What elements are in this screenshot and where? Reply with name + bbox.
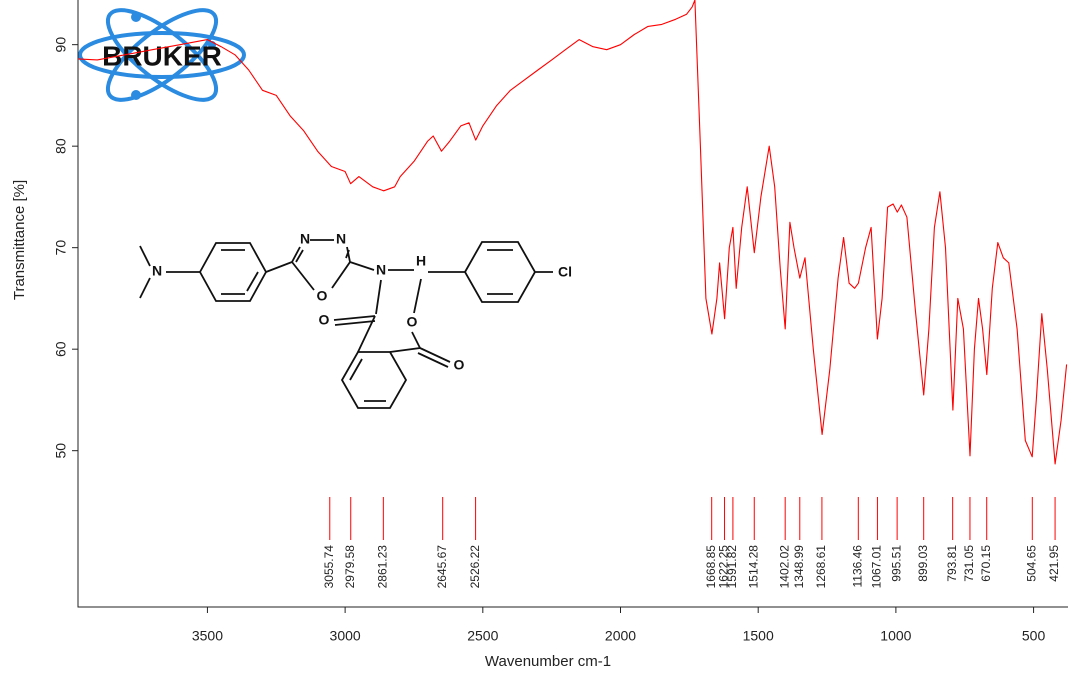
y-axis-label: Transmittance [%] — [11, 180, 28, 300]
peak-label: 2861.23 — [376, 545, 390, 589]
peak-label: 421.95 — [1047, 545, 1061, 582]
atom-label: O — [319, 312, 330, 328]
peak-label: 670.15 — [979, 545, 993, 582]
atom-label: H — [416, 253, 426, 269]
logo: BRUKER — [78, 8, 246, 102]
atom-label: O — [407, 314, 418, 330]
x-tick-label: 2000 — [605, 628, 636, 644]
atom-label: N — [376, 262, 386, 278]
logo-orbit — [105, 8, 219, 102]
peak-label: 1668.85 — [704, 545, 718, 589]
y-tick-label: 50 — [53, 443, 69, 459]
peak-label: 1348.99 — [792, 545, 806, 589]
peak-label: 1067.01 — [870, 545, 884, 589]
peak-label: 1514.28 — [746, 545, 760, 589]
oxadiazole — [265, 239, 375, 291]
atom-label: N — [300, 231, 310, 247]
x-axis-label: Wavenumber cm-1 — [485, 653, 611, 670]
atom-label: N — [336, 231, 346, 247]
atom-label: O — [454, 357, 465, 373]
logo-dot — [131, 90, 141, 100]
logo-orbit — [105, 8, 219, 102]
x-tick-label: 3000 — [330, 628, 361, 644]
peak-label: 1591.82 — [725, 545, 739, 589]
logo-dot — [131, 12, 141, 22]
peak-label: 793.81 — [945, 545, 959, 582]
peak-label: 2526.22 — [468, 545, 482, 589]
atom-label: O — [317, 288, 328, 304]
y-tick-label: 80 — [53, 138, 69, 154]
peak-label: 2979.58 — [343, 545, 357, 589]
peak-label: 899.03 — [916, 545, 930, 582]
peak-label: 1268.61 — [814, 545, 828, 589]
peak-label: 731.05 — [962, 545, 976, 582]
x-tick-label: 2500 — [467, 628, 498, 644]
ring — [463, 241, 553, 303]
bond — [333, 269, 465, 368]
atom-label: N — [152, 263, 162, 279]
spectrum-line — [77, 0, 1068, 465]
logo-orbit — [78, 31, 246, 79]
axis-frame — [77, 0, 1068, 608]
x-tick-label: 3500 — [192, 628, 223, 644]
ring — [198, 242, 268, 302]
peak-label: 1622.25 — [717, 545, 731, 589]
peak-label: 2645.67 — [435, 545, 449, 589]
x-tick-label: 1000 — [880, 628, 911, 644]
x-tick-label: 1500 — [743, 628, 774, 644]
peak-label: 1402.02 — [777, 545, 791, 589]
y-tick-label: 90 — [53, 37, 69, 53]
bond — [139, 245, 200, 299]
peak-label: 3055.74 — [322, 545, 336, 589]
atom-label: Cl — [558, 264, 572, 280]
peak-label: 504.65 — [1024, 545, 1038, 582]
y-tick-label: 70 — [53, 240, 69, 256]
ring — [340, 351, 408, 409]
x-tick-label: 500 — [1022, 628, 1046, 644]
logo-text: BRUKER — [102, 40, 222, 71]
y-tick-label: 60 — [53, 341, 69, 357]
structure: N N N O N H O O O Cl — [139, 231, 572, 409]
peak-label: 995.51 — [889, 545, 903, 582]
peak-label: 1136.46 — [850, 545, 864, 588]
